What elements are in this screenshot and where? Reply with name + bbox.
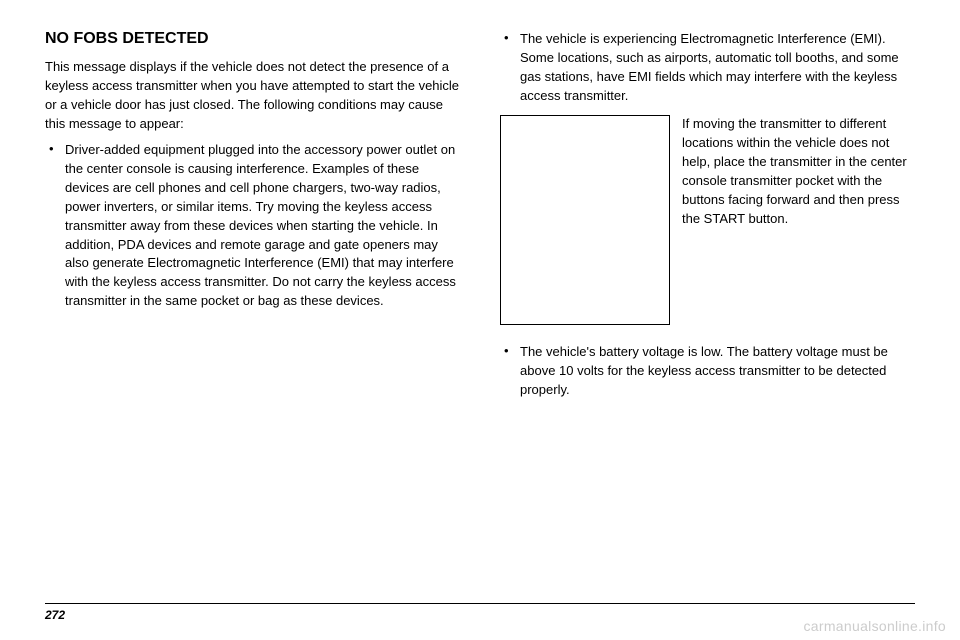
bullet-marker: • (500, 30, 520, 105)
intro-paragraph: This message displays if the vehicle doe… (45, 58, 460, 133)
left-column: NO FOBS DETECTED This message displays i… (45, 30, 460, 410)
watermark: carmanualsonline.info (804, 618, 947, 634)
section-heading: NO FOBS DETECTED (45, 30, 460, 48)
page-number: 272 (45, 608, 65, 622)
image-with-caption: If moving the transmitter to different l… (500, 115, 915, 325)
bullet-marker: • (500, 343, 520, 400)
bullet-text: The vehicle's battery voltage is low. Th… (520, 343, 915, 400)
footer-line: 272 (45, 603, 915, 622)
illustration-placeholder (500, 115, 670, 325)
bullet-item: • Driver-added equipment plugged into th… (45, 141, 460, 311)
page-content: NO FOBS DETECTED This message displays i… (0, 0, 960, 430)
bullet-item: • The vehicle is experiencing Electromag… (500, 30, 915, 105)
illustration-caption: If moving the transmitter to different l… (682, 115, 915, 325)
bullet-marker: • (45, 141, 65, 311)
bullet-item: • The vehicle's battery voltage is low. … (500, 343, 915, 400)
bullet-text: The vehicle is experiencing Electromagne… (520, 30, 915, 105)
right-column: • The vehicle is experiencing Electromag… (500, 30, 915, 410)
bullet-text: Driver-added equipment plugged into the … (65, 141, 460, 311)
